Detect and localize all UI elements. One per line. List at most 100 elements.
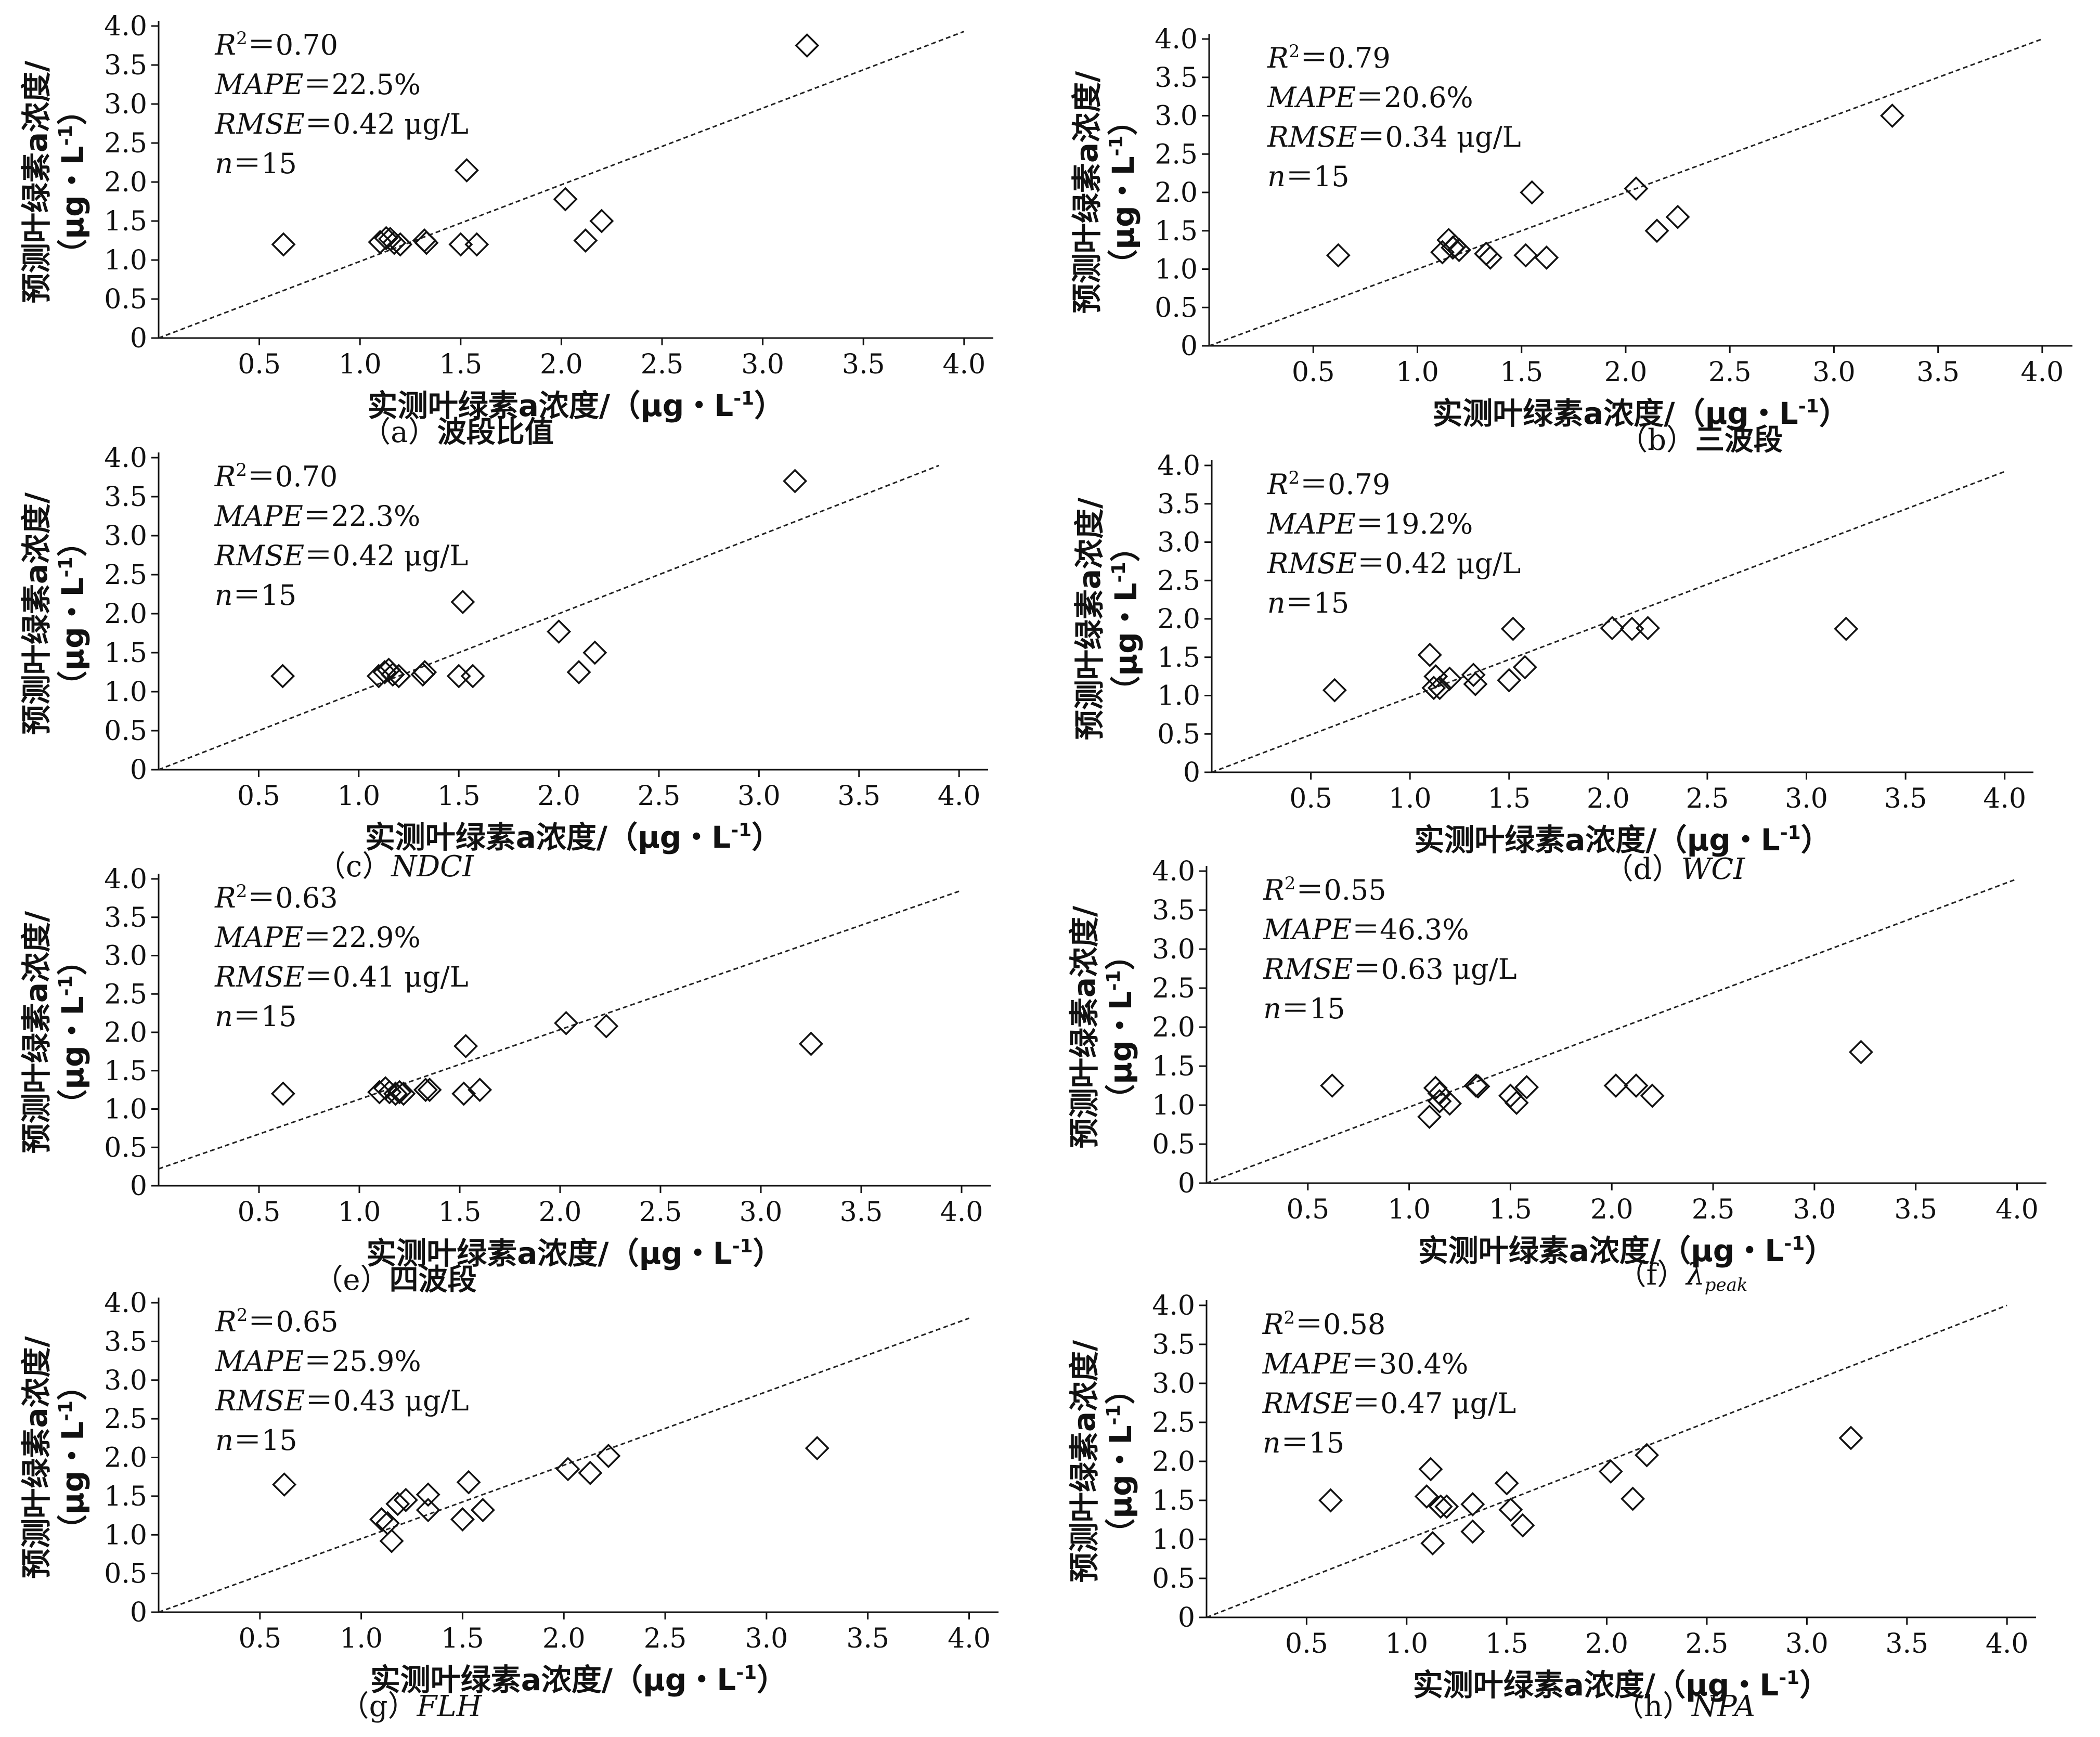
scatter-panel-b: 0 0.5 1.0 1.5 2.0 2.5 3.0 3.5 4.0 0.5 1.0 1.5 2.0 2.5… xyxy=(1069,24,2072,457)
data-point xyxy=(468,1078,492,1103)
reference-line xyxy=(1206,1304,2007,1618)
x-tick-label: 2.5 xyxy=(638,781,681,812)
stat-mape: MAPE＝19.2% xyxy=(1267,508,1473,540)
data-point xyxy=(1421,676,1446,701)
x-tick-label: 2.0 xyxy=(1604,357,1648,388)
y-tick-label: 3.0 xyxy=(1157,527,1200,559)
stat-r2: R2＝0.55 xyxy=(1263,873,1386,906)
data-point xyxy=(1443,234,1468,258)
data-point xyxy=(1478,245,1503,270)
y-tick-label: 0.5 xyxy=(1152,1129,1195,1160)
x-tick-label: 2.0 xyxy=(539,1197,582,1228)
data-point xyxy=(1322,678,1347,703)
data-point xyxy=(1619,616,1644,641)
data-point xyxy=(386,664,411,689)
stat-r2: R2＝0.70 xyxy=(214,28,338,61)
x-tick-label: 4.0 xyxy=(1983,783,2026,814)
data-point xyxy=(413,1078,438,1103)
stat-rmse: RMSE＝0.42 μg/L xyxy=(214,539,469,572)
stat-rmse: RMSE＝0.34 μg/L xyxy=(1267,121,1521,153)
data-point xyxy=(1318,1488,1343,1513)
data-point xyxy=(1437,1091,1462,1116)
y-axis-label-line1: 预测叶绿素a浓度/ xyxy=(19,492,54,735)
y-axis-label-line2: （μg・L-1） xyxy=(1103,940,1138,1114)
x-tick-label: 2.5 xyxy=(644,1623,687,1654)
stat-mape: MAPE＝30.4% xyxy=(1262,1347,1469,1380)
data-point xyxy=(464,232,489,257)
data-point xyxy=(454,158,479,183)
data-point xyxy=(582,640,607,665)
y-tick-label: 1.5 xyxy=(104,1481,147,1512)
stat-n: n＝15 xyxy=(1267,160,1350,193)
data-point xyxy=(596,1444,621,1468)
y-axis-label-line2: （μg・L-1） xyxy=(55,945,90,1119)
x-axis-label: 实测叶绿素a浓度/（μg・L-1） xyxy=(366,1236,783,1271)
x-axis-label: 实测叶绿素a浓度/（μg・L-1） xyxy=(1414,822,1831,858)
y-tick-label: 3.5 xyxy=(1157,489,1200,520)
stat-r2: R2＝0.63 xyxy=(214,881,338,914)
data-point xyxy=(369,1507,394,1532)
x-tick-label: 2.5 xyxy=(641,349,684,380)
data-point xyxy=(1417,1105,1442,1129)
scatter-panel-d: 0 0.5 1.0 1.5 2.0 2.5 3.0 3.5 4.0 0.5 1.0 1.5 2.0 2.5… xyxy=(1072,450,2033,886)
y-tick-label: 0.5 xyxy=(104,1132,147,1163)
x-tick-label: 1.0 xyxy=(337,781,380,812)
x-tick-label: 2.5 xyxy=(639,1197,682,1228)
data-point xyxy=(1423,1075,1448,1100)
data-point xyxy=(271,232,296,257)
data-point xyxy=(388,232,413,257)
data-point xyxy=(456,1470,481,1495)
x-tick-label: 2.0 xyxy=(540,349,583,380)
data-point xyxy=(1494,1471,1519,1496)
x-tick-label: 3.0 xyxy=(1793,1194,1836,1225)
stat-n: n＝15 xyxy=(215,1000,296,1033)
y-axis-label-line2: （μg・L-1） xyxy=(1106,105,1141,279)
x-tick-label: 1.0 xyxy=(339,349,382,380)
data-point xyxy=(1665,204,1690,229)
data-point xyxy=(379,1528,404,1553)
data-point xyxy=(1437,666,1462,691)
y-tick-label: 4.0 xyxy=(104,443,147,474)
data-point xyxy=(1326,243,1351,268)
x-tick-label: 1.5 xyxy=(1489,1194,1532,1225)
x-tick-label: 0.5 xyxy=(238,1197,281,1228)
data-point xyxy=(1513,243,1538,268)
x-tick-label: 3.0 xyxy=(1812,357,1856,388)
x-tick-label: 3.0 xyxy=(740,1197,783,1228)
x-tick-label: 2.0 xyxy=(537,781,580,812)
x-tick-label: 4.0 xyxy=(1986,1628,2029,1660)
x-tick-label: 4.0 xyxy=(940,1197,983,1228)
y-axis-label-line1: 预测叶绿素a浓度/ xyxy=(19,911,54,1153)
data-point xyxy=(1624,1073,1649,1098)
reference-line xyxy=(158,31,965,339)
scatter-panel-a: 0 0.5 1.0 1.5 2.0 2.5 3.0 3.5 4.0 0.5 1.0 1.5 2.0 2.5… xyxy=(19,11,993,449)
data-point xyxy=(1434,1494,1459,1519)
data-point xyxy=(417,1078,442,1103)
y-tick-label: 1.5 xyxy=(104,638,147,669)
y-tick-label: 4.0 xyxy=(1155,24,1198,55)
stat-r2: R2＝0.58 xyxy=(1262,1307,1386,1341)
stat-r2: R2＝0.70 xyxy=(214,460,338,493)
stat-mape: MAPE＝20.6% xyxy=(1267,81,1473,114)
stat-mape: MAPE＝22.5% xyxy=(214,68,421,101)
y-tick-label: 0 xyxy=(1181,331,1198,362)
x-tick-label: 0.5 xyxy=(1292,357,1335,388)
y-tick-label: 0 xyxy=(130,1171,147,1202)
y-tick-label: 0 xyxy=(1183,757,1200,788)
data-point xyxy=(1427,676,1452,701)
data-point xyxy=(366,664,391,689)
x-axis-label: 实测叶绿素a浓度/（μg・L-1） xyxy=(370,1662,787,1697)
data-point xyxy=(1598,1459,1623,1484)
y-tick-label: 0.5 xyxy=(1157,719,1200,750)
y-tick-label: 2.0 xyxy=(104,167,147,198)
x-axis-label: 实测叶绿素a浓度/（μg・L-1） xyxy=(1413,1667,1830,1703)
y-tick-label: 2.0 xyxy=(1157,604,1200,635)
data-point xyxy=(1635,1443,1660,1468)
data-point xyxy=(1514,1075,1539,1099)
data-point xyxy=(450,1507,475,1532)
x-tick-label: 3.5 xyxy=(1885,1628,1928,1660)
y-tick-label: 2.5 xyxy=(104,560,147,591)
x-tick-label: 1.5 xyxy=(441,1623,484,1654)
data-point xyxy=(460,664,485,689)
x-tick-label: 2.5 xyxy=(1708,357,1752,388)
